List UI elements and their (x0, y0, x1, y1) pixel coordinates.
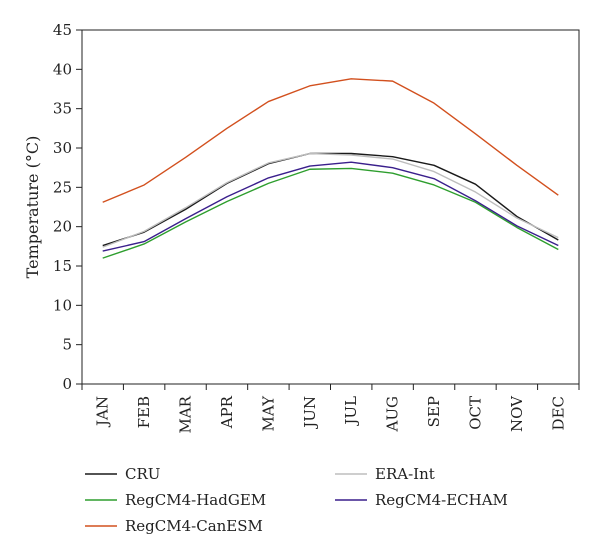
y-axis-label: Temperature (°C) (23, 136, 42, 279)
x-tick-label-dec: DEC (549, 396, 567, 430)
x-tick-label-jun: JUN (301, 396, 319, 430)
y-tick-label: 5 (62, 336, 72, 354)
legend-label-regcm4-hadgem: RegCM4-HadGEM (125, 491, 266, 509)
series-line-regcm4-canesm (102, 78, 559, 203)
x-tick-label-sep: SEP (425, 396, 443, 427)
series-line-cru (102, 152, 559, 247)
y-tick-label: 45 (53, 21, 72, 39)
series-lines (102, 78, 559, 259)
legend: CRU RegCM4-HadGEM RegCM4-CanESM ERA-Int RegC… (85, 465, 508, 535)
x-tick-label-jul: JUL (342, 396, 360, 427)
x-axis-ticks: JAN FEB MAR APR MAY JUN JUL AUG SEP OCT NOV DEC (81, 384, 580, 434)
y-tick-label: 35 (53, 100, 72, 118)
y-tick-label: 20 (53, 218, 72, 236)
series-line-regcm4-echam (102, 161, 559, 252)
x-tick-label-jan: JAN (94, 396, 112, 428)
legend-label-era-int: ERA-Int (375, 465, 435, 483)
series-line-era-int (102, 152, 559, 248)
x-tick-label-feb: FEB (135, 396, 153, 428)
y-tick-label: 15 (53, 257, 72, 275)
legend-label-cru: CRU (125, 465, 160, 483)
x-tick-label-aug: AUG (384, 396, 402, 432)
y-tick-label: 0 (62, 375, 72, 393)
y-tick-label: 10 (53, 296, 72, 314)
legend-label-regcm4-canesm: RegCM4-CanESM (125, 517, 263, 535)
x-tick-label-oct: OCT (466, 396, 484, 430)
y-tick-label: 25 (53, 178, 72, 196)
x-tick-label-nov: NOV (508, 395, 526, 432)
x-tick-label-may: MAY (259, 395, 277, 432)
y-tick-label: 30 (53, 139, 72, 157)
x-tick-label-mar: MAR (177, 395, 195, 433)
y-axis-ticks: 0 5 10 15 20 25 30 35 40 45 (53, 21, 82, 393)
series-line-regcm4-hadgem (102, 167, 559, 259)
y-tick-label: 40 (53, 60, 72, 78)
x-tick-label-apr: APR (218, 395, 236, 429)
legend-label-regcm4-echam: RegCM4-ECHAM (375, 491, 508, 509)
